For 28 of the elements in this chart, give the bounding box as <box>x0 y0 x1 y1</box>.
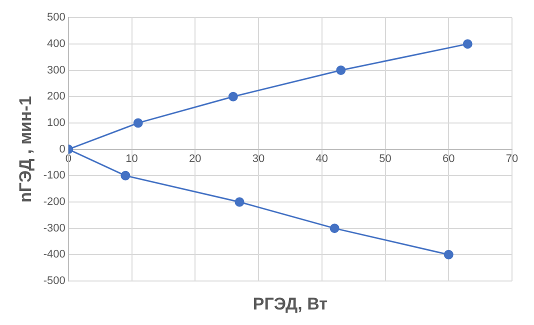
x-tick-label: 50 <box>379 152 392 165</box>
y-tick-label: -100 <box>43 170 66 182</box>
point <box>228 92 238 102</box>
y-tick-label: -200 <box>43 196 66 208</box>
x-tick-label: 30 <box>252 152 265 165</box>
y-tick-label: -500 <box>43 275 66 288</box>
point <box>133 118 143 128</box>
point <box>234 197 244 207</box>
x-tick-label: 70 <box>506 152 518 165</box>
x-axis-title: РГЭД, Вт <box>252 294 328 314</box>
x-tick-label: 10 <box>126 152 138 165</box>
x-tick-label: 40 <box>316 152 328 165</box>
x-tick-label: 60 <box>442 152 455 165</box>
x-tick-label: 20 <box>189 152 202 165</box>
point <box>444 250 454 260</box>
y-tick-label: 200 <box>47 90 66 103</box>
y-tick-label: 400 <box>47 38 66 50</box>
y-tick-label: 100 <box>47 116 66 129</box>
point <box>462 39 472 49</box>
y-axis-title: nГЭД , мин-1 <box>16 96 35 202</box>
y-tick-label: -400 <box>43 248 66 261</box>
y-tick-label: 0 <box>59 143 66 156</box>
point <box>120 170 130 180</box>
point <box>336 66 346 76</box>
point <box>330 224 340 234</box>
y-tick-label: 300 <box>47 64 66 76</box>
y-tick-label: -300 <box>43 222 66 234</box>
y-tick-label: 500 <box>47 12 66 24</box>
